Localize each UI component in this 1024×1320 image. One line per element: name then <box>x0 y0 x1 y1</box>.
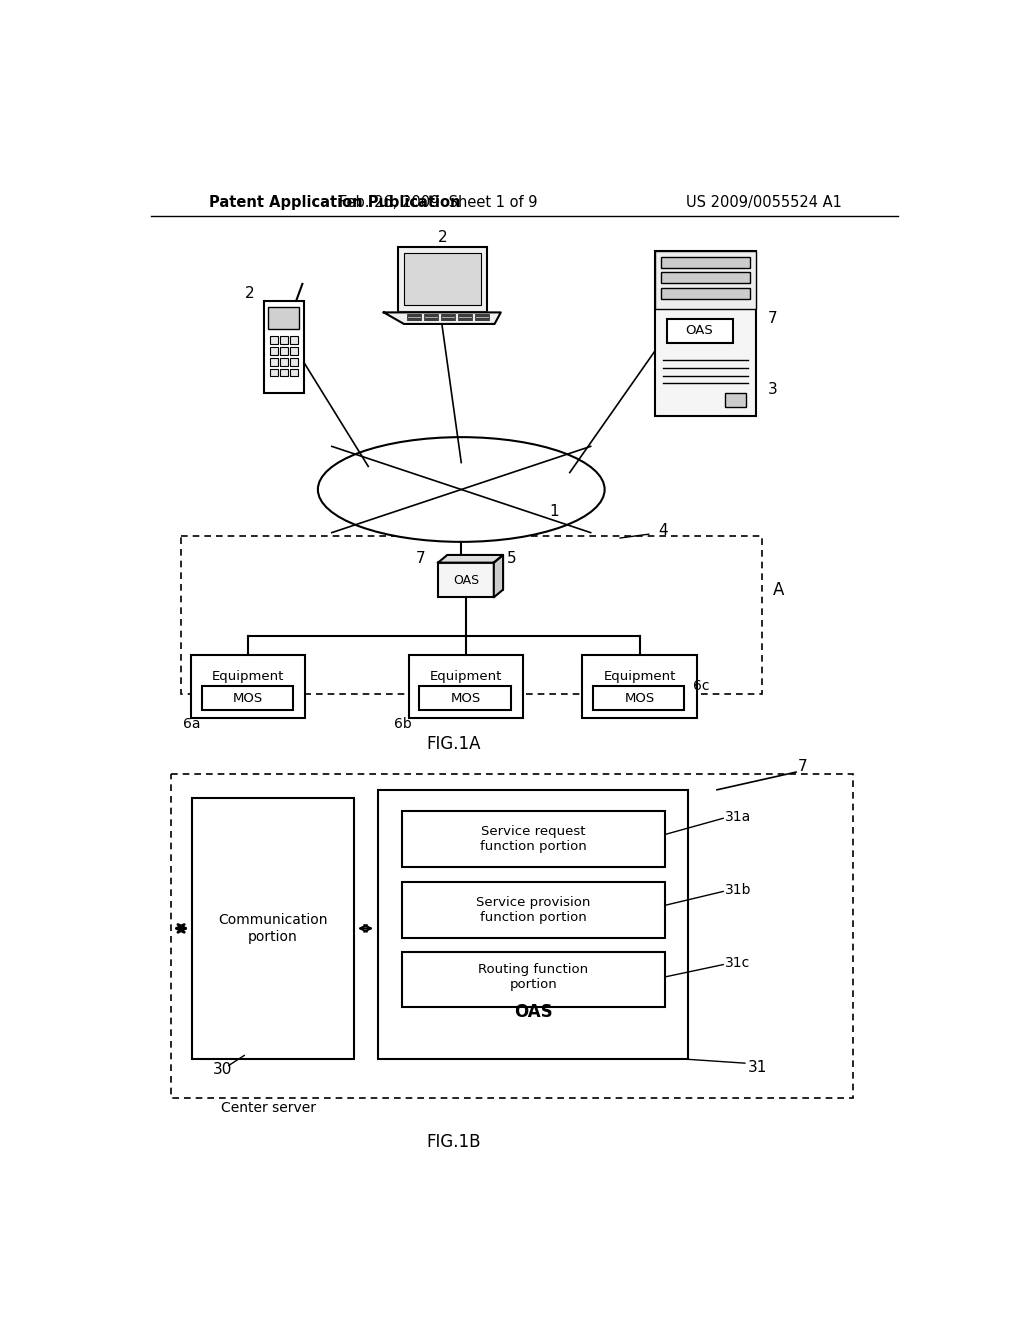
Bar <box>458 314 472 315</box>
Bar <box>475 318 489 321</box>
Text: 7: 7 <box>416 552 426 566</box>
Bar <box>441 318 455 321</box>
Bar <box>268 308 299 329</box>
Text: Feb. 26, 2009  Sheet 1 of 9: Feb. 26, 2009 Sheet 1 of 9 <box>339 195 538 210</box>
Bar <box>378 789 687 1059</box>
Bar <box>171 775 853 1098</box>
Bar <box>458 318 472 321</box>
Polygon shape <box>384 313 501 323</box>
Ellipse shape <box>317 437 604 541</box>
Text: Routing function
portion: Routing function portion <box>478 962 589 991</box>
Bar <box>475 314 489 315</box>
Bar <box>191 797 354 1059</box>
Bar <box>407 318 421 321</box>
Bar <box>458 317 472 318</box>
Bar <box>401 952 665 1007</box>
Bar <box>407 314 421 315</box>
Bar <box>441 314 455 315</box>
Bar <box>390 804 677 1043</box>
Text: FIG.1A: FIG.1A <box>426 735 480 752</box>
Bar <box>401 882 665 937</box>
Bar <box>270 358 278 366</box>
Bar <box>290 347 298 355</box>
Text: 5: 5 <box>507 552 516 566</box>
Text: 31: 31 <box>748 1060 767 1074</box>
Text: OAS: OAS <box>685 325 713 338</box>
Bar <box>270 337 278 345</box>
Bar <box>409 655 523 718</box>
Bar <box>424 318 438 321</box>
Text: Service request
function portion: Service request function portion <box>480 825 587 853</box>
Bar <box>662 288 750 298</box>
Text: OAS: OAS <box>514 1003 553 1020</box>
Bar <box>397 247 486 313</box>
Bar <box>270 347 278 355</box>
Bar <box>655 251 756 416</box>
Bar <box>280 358 288 366</box>
Bar <box>263 301 304 393</box>
Text: Equipment: Equipment <box>212 671 285 684</box>
Text: OAS: OAS <box>453 574 479 587</box>
Bar <box>190 655 305 718</box>
Bar <box>667 318 732 343</box>
Text: MOS: MOS <box>233 692 263 705</box>
Text: 1: 1 <box>550 503 559 519</box>
Text: 6b: 6b <box>394 717 412 731</box>
Bar <box>401 812 665 867</box>
Polygon shape <box>438 554 503 562</box>
Bar <box>438 562 494 597</box>
Text: US 2009/0055524 A1: US 2009/0055524 A1 <box>686 195 842 210</box>
Text: A: A <box>773 581 784 598</box>
Bar <box>593 686 684 710</box>
Text: Service provision
function portion: Service provision function portion <box>476 896 591 924</box>
Text: FIG.1B: FIG.1B <box>426 1134 480 1151</box>
Bar <box>424 314 438 315</box>
Text: Center server: Center server <box>221 1101 316 1115</box>
Text: Patent Application Publication: Patent Application Publication <box>209 195 461 210</box>
Bar <box>202 686 293 710</box>
Bar <box>475 317 489 318</box>
Bar <box>424 317 438 318</box>
Bar <box>270 368 278 376</box>
Text: 3: 3 <box>767 381 777 397</box>
Bar <box>447 554 503 590</box>
Bar <box>662 272 750 284</box>
Bar <box>655 251 756 309</box>
Text: 7: 7 <box>767 312 777 326</box>
Bar <box>180 536 762 693</box>
Text: 2: 2 <box>245 285 255 301</box>
Bar <box>290 337 298 345</box>
Bar <box>420 686 511 710</box>
Text: 7: 7 <box>798 759 807 775</box>
Text: 31b: 31b <box>725 883 752 896</box>
Text: 31a: 31a <box>725 809 751 824</box>
Bar <box>662 257 750 268</box>
Text: Communication
portion: Communication portion <box>218 913 328 944</box>
Bar <box>403 253 480 305</box>
Bar <box>280 337 288 345</box>
Text: 6a: 6a <box>183 717 201 731</box>
Text: Equipment: Equipment <box>430 671 502 684</box>
Polygon shape <box>494 554 503 597</box>
Bar <box>280 368 288 376</box>
Bar <box>725 393 746 407</box>
Bar <box>290 368 298 376</box>
Text: 6c: 6c <box>693 678 710 693</box>
Bar <box>290 358 298 366</box>
Text: Equipment: Equipment <box>603 671 676 684</box>
Bar <box>583 655 697 718</box>
Text: 4: 4 <box>658 523 668 537</box>
Bar <box>441 317 455 318</box>
Text: MOS: MOS <box>451 692 481 705</box>
Text: 30: 30 <box>213 1061 232 1077</box>
Text: MOS: MOS <box>625 692 654 705</box>
Bar <box>407 317 421 318</box>
Text: 31c: 31c <box>725 956 750 970</box>
Text: 2: 2 <box>438 230 447 246</box>
Bar <box>280 347 288 355</box>
